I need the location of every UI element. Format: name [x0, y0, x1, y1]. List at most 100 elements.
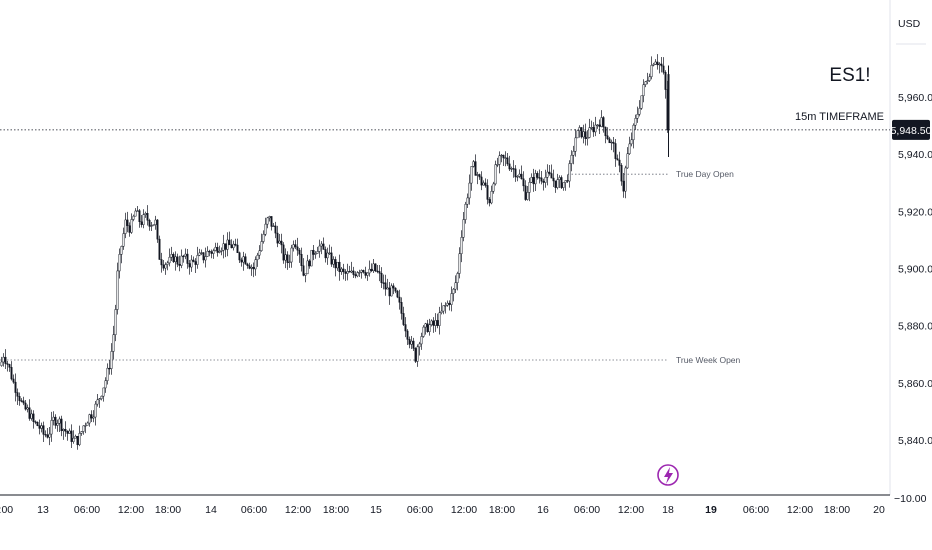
candle [270, 216, 273, 231]
candle [628, 136, 631, 155]
candle [8, 363, 11, 372]
candle [86, 421, 89, 426]
candle [156, 219, 159, 243]
candle [190, 255, 193, 272]
candle [360, 269, 363, 279]
candle [268, 215, 271, 222]
candle [578, 125, 581, 138]
candle [542, 178, 545, 191]
candle [166, 260, 169, 271]
candle [610, 139, 613, 151]
candle [120, 245, 123, 264]
candle [322, 237, 325, 250]
candle [576, 130, 579, 139]
candle [80, 431, 83, 436]
candle [556, 173, 559, 190]
candle [110, 343, 113, 375]
candle [384, 274, 387, 296]
candle [50, 411, 53, 442]
time-tick-label: 16 [537, 504, 549, 516]
candle [30, 409, 33, 421]
candle [662, 57, 665, 75]
candle [164, 262, 167, 275]
candle [132, 214, 135, 222]
candle [372, 258, 375, 274]
candle [228, 231, 231, 246]
candle [230, 239, 233, 249]
time-tick-label: 15 [370, 504, 382, 516]
time-tick-label: 06:00 [743, 504, 769, 516]
candle [550, 164, 553, 179]
candle [98, 398, 101, 408]
candle [474, 154, 477, 176]
candle [402, 306, 405, 327]
candle [484, 178, 487, 188]
candle [514, 165, 517, 182]
candle [144, 211, 147, 218]
candle [44, 430, 47, 438]
time-tick-label: 06:00 [74, 504, 100, 516]
candle [498, 151, 501, 174]
candle [196, 246, 199, 269]
level-label: True Week Open [676, 355, 741, 365]
candle [160, 252, 163, 273]
candle [22, 396, 25, 406]
candle [6, 361, 9, 372]
candle [122, 227, 125, 250]
candle [642, 79, 645, 103]
candle [354, 271, 357, 279]
candle [492, 181, 495, 194]
time-tick-label: 06:00 [407, 504, 433, 516]
candle [522, 171, 525, 192]
candle [462, 212, 465, 242]
candle [552, 169, 555, 187]
candle [400, 297, 403, 320]
candle [4, 349, 7, 370]
candle [250, 264, 253, 276]
candle [298, 247, 301, 263]
candle [618, 151, 621, 173]
candle [378, 264, 381, 282]
candle [494, 160, 497, 186]
candle [374, 263, 377, 273]
candle [604, 126, 607, 144]
candle [176, 253, 179, 268]
candle [364, 266, 367, 279]
candle [418, 341, 421, 356]
candle [288, 254, 291, 268]
currency-label[interactable]: USD [898, 18, 921, 30]
candle [304, 273, 307, 283]
candle [116, 262, 119, 315]
candle [432, 317, 435, 333]
candle [186, 248, 189, 269]
candle [346, 263, 349, 281]
candle [502, 154, 505, 166]
candle [532, 168, 535, 192]
candle [218, 245, 221, 254]
candle [208, 249, 211, 257]
candle [152, 224, 155, 227]
lightning-icon[interactable] [657, 464, 679, 486]
candle [76, 435, 79, 450]
candle [348, 265, 351, 273]
candle [594, 116, 597, 137]
candle [436, 313, 439, 329]
candles [0, 54, 670, 450]
candle [238, 251, 241, 263]
candle [128, 222, 131, 237]
time-tick-label: 20 [873, 504, 885, 516]
candle [146, 205, 149, 226]
candle [328, 244, 331, 256]
time-tick-label: 13 [37, 504, 49, 516]
candle [240, 257, 243, 267]
candle [602, 116, 605, 133]
candle [598, 119, 601, 135]
candle [440, 302, 443, 315]
candle [544, 169, 547, 188]
candle [72, 430, 75, 444]
candle [60, 415, 63, 437]
candle [200, 249, 203, 256]
candle [26, 404, 29, 413]
price-tick-label: 5,840.00 [898, 435, 932, 447]
